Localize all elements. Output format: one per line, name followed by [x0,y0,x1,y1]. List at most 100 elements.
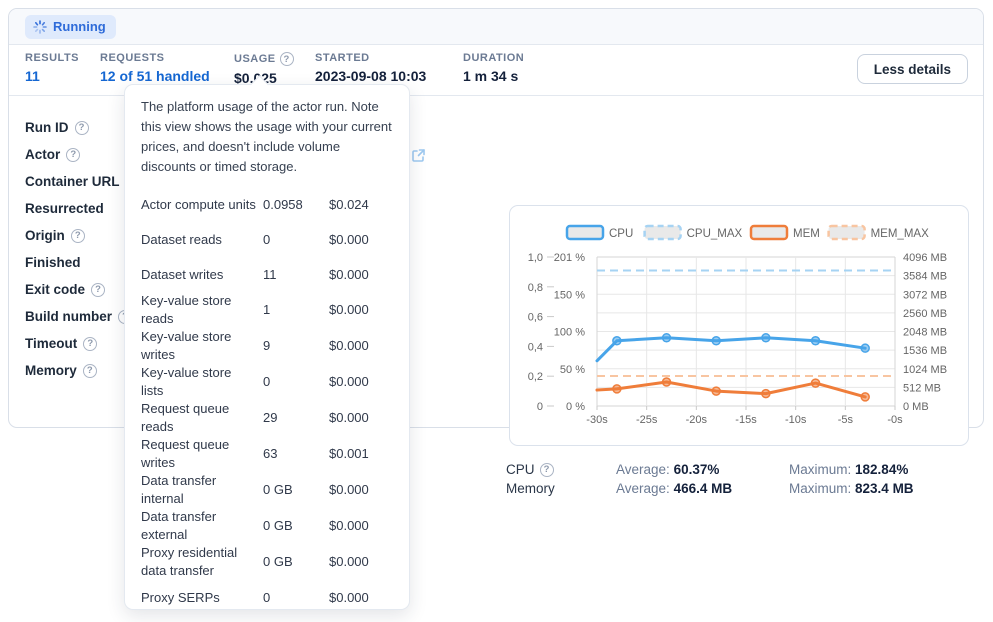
usage-row-value: 9 [263,338,271,353]
cpu-average-value: 60.37% [673,462,720,477]
external-link-icon[interactable] [411,148,426,168]
usage-row-label: Data transfer internal [141,473,217,506]
help-icon[interactable]: ? [66,147,81,162]
help-icon[interactable]: ? [83,336,98,351]
usage-row-price: $0.000 [329,266,369,282]
left-outer-axis-tick: 0,8 [528,282,543,294]
legend-item-mem_max[interactable]: MEM_MAX [827,224,929,241]
usage-row-price: $0.000 [329,554,369,569]
detail-row-actor: Actor? [25,141,140,168]
stat-requests-value[interactable]: 12 of 51 handled [100,68,210,84]
cpu-stats-row: CPU ? Average: 60.37% Maximum: 182.84% [506,462,971,481]
cpu-point [711,336,721,346]
help-icon[interactable]: ? [91,282,106,297]
usage-table-row: Request queue reads 29 $0.000 [141,400,393,436]
usage-row-value: 0.0958 [263,196,303,212]
usage-table-row: Proxy SERPs 0 $0.000 [141,580,393,615]
right-axis-tick: 512 MB [903,382,941,394]
run-status-header: Running [9,9,983,45]
usage-row-value: 0 GB [263,554,293,569]
detail-row-finished: Finished [25,249,140,276]
usage-row-price: $0.000 [329,302,369,317]
detail-row-resurrected: Resurrected [25,195,140,222]
x-axis-tick: -0s [887,414,903,426]
help-icon[interactable]: ? [74,120,89,135]
stat-started: STARTED 2023-09-08 10:03 [315,52,426,84]
right-axis-tick: 3072 MB [903,289,947,301]
legend-swatch [749,224,789,241]
usage-table-row: Key-value store lists 0 $0.000 [141,364,393,400]
usage-row-price: $0.000 [329,518,369,533]
cpu-average-label: Average: [616,462,670,477]
usage-row-label: Proxy residential data transfer [141,545,238,578]
cpu-help-icon[interactable]: ? [539,462,554,477]
legend-item-mem[interactable]: MEM [749,224,820,241]
usage-row-label: Request queue reads [141,401,230,434]
left-outer-axis-tick: 1,0 [528,252,543,264]
stat-started-value: 2023-09-08 10:03 [315,68,427,84]
stat-usage-label-text: USAGE [234,53,276,65]
less-details-button[interactable]: Less details [856,54,968,84]
cpu-stats-label: CPU ? [506,462,554,477]
usage-row-label: Proxy SERPs [141,589,220,605]
x-axis-tick: -30s [586,414,608,426]
memory-maximum-label: Maximum: [789,481,852,496]
usage-row-value: 11 [263,266,277,282]
legend-swatch [565,224,605,241]
x-axis-tick: -5s [838,414,854,426]
usage-row-label: Data transfer external [141,509,217,542]
mem-point [711,386,721,396]
detail-row-exit-code: Exit code? [25,276,140,303]
tooltip-usage-table: Actor compute units 0.0958 $0.024 Dataset r… [141,187,393,615]
usage-row-label: Key-value store writes [141,329,232,362]
x-axis-tick: -10s [785,414,807,426]
usage-row-price: $0.000 [329,482,369,497]
detail-label: Timeout [25,336,78,351]
usage-table-row: Proxy residential data transfer 0 GB $0.00… [141,544,393,580]
usage-row-label: Key-value store reads [141,293,232,326]
usage-row-value: 1 [263,302,271,317]
mem-point [612,384,622,394]
usage-row-value: 0 [263,374,271,389]
help-icon[interactable]: ? [82,363,97,378]
usage-table-row: Dataset writes 11 $0.000 [141,257,393,292]
legend-label: MEM_MAX [871,228,929,240]
cpu-point [661,333,672,343]
x-axis-tick: -20s [686,414,708,426]
detail-row-run-id: Run ID? [25,114,140,141]
stats-row: RESULTS 11 REQUESTS 12 of 51 handled USA… [9,45,983,96]
right-axis-tick: 3584 MB [903,271,947,283]
memory-maximum-value: 823.4 MB [855,481,914,496]
cpu-label-text: CPU [506,462,535,477]
usage-row-price: $0.001 [329,446,369,461]
x-axis-tick: -15s [735,414,757,426]
stat-results: RESULTS 11 [25,52,79,84]
usage-table-row: Key-value store reads 1 $0.000 [141,292,393,328]
stat-started-label: STARTED [315,52,370,64]
usage-table-row: Key-value store writes 9 $0.000 [141,328,393,364]
detail-label: Memory [25,363,77,378]
usage-chart-card: 4096 MB 3584 MB 3072 MB 2560 MB 2048 MB 1536 … [509,205,969,446]
mem-point [661,377,672,387]
stat-requests: REQUESTS 12 of 51 handled [100,52,210,84]
usage-stats: CPU ? Average: 60.37% Maximum: 182.84% M… [506,462,971,500]
usage-row-value: 0 GB [263,518,293,533]
cpu-point [810,336,821,346]
stat-results-label: RESULTS [25,52,80,64]
detail-row-origin: Origin? [25,222,140,249]
status-label: Running [53,19,106,34]
stat-results-value[interactable]: 11 [25,68,40,84]
detail-row-container-url: Container URL? [25,168,140,195]
help-icon[interactable]: ? [70,228,85,243]
usage-help-icon[interactable]: ? [279,52,294,66]
stat-requests-label: REQUESTS [100,52,165,64]
usage-row-value: 0 GB [263,482,293,497]
memory-average-label: Average: [616,481,670,496]
legend-item-cpu_max[interactable]: CPU_MAX [643,224,743,241]
mem-point [810,378,821,388]
legend-label: CPU [609,228,633,240]
legend-item-cpu[interactable]: CPU [565,224,633,241]
detail-row-memory: Memory? [25,357,140,384]
usage-row-value: 29 [263,410,278,425]
